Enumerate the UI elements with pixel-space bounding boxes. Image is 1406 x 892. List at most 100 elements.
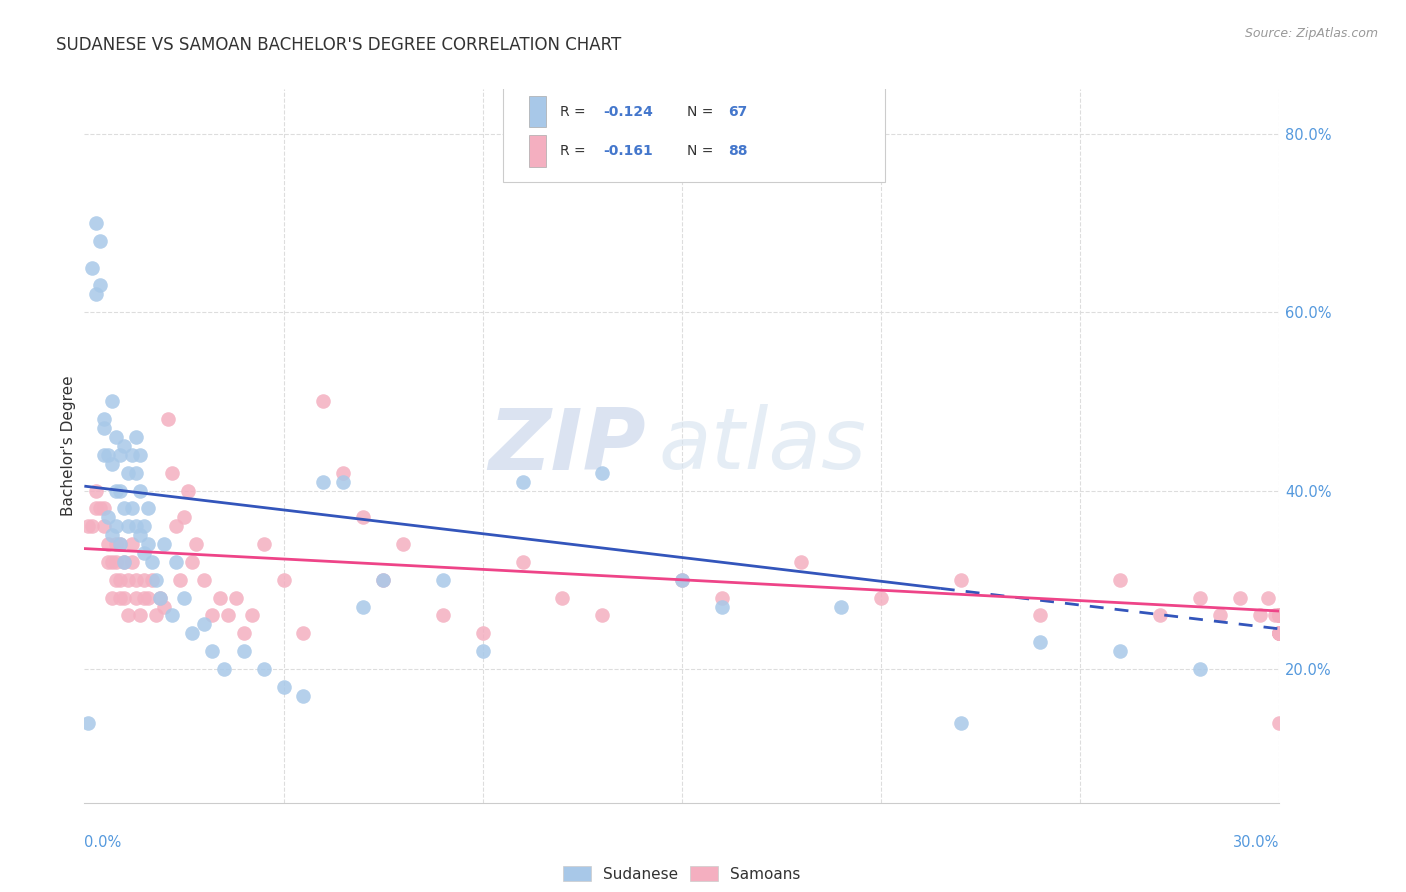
Point — [790, 555, 813, 569]
Point — [101, 394, 124, 409]
Point — [125, 591, 148, 605]
Point — [1268, 715, 1291, 730]
Point — [292, 626, 315, 640]
Point — [149, 591, 172, 605]
Point — [273, 680, 295, 694]
Point — [141, 555, 163, 569]
Point — [591, 608, 613, 623]
Point — [312, 394, 335, 409]
Point — [110, 573, 132, 587]
Point — [512, 555, 534, 569]
Point — [332, 466, 354, 480]
Point — [112, 555, 135, 569]
Point — [110, 537, 132, 551]
Point — [101, 528, 124, 542]
Point — [184, 537, 207, 551]
Point — [1268, 608, 1291, 623]
Point — [392, 537, 415, 551]
Point — [1188, 662, 1211, 676]
Point — [97, 537, 120, 551]
Point — [273, 573, 295, 587]
Point — [125, 430, 148, 444]
Point — [471, 644, 494, 658]
Point — [110, 591, 132, 605]
Text: atlas: atlas — [658, 404, 866, 488]
Point — [1268, 626, 1291, 640]
Point — [1257, 591, 1279, 605]
Point — [77, 519, 100, 533]
Point — [105, 573, 128, 587]
Point — [136, 591, 159, 605]
Point — [1268, 626, 1291, 640]
Point — [1268, 626, 1291, 640]
Point — [1109, 644, 1132, 658]
Point — [352, 510, 374, 524]
Point — [112, 501, 135, 516]
Point — [165, 519, 187, 533]
Point — [169, 573, 191, 587]
Point — [1264, 608, 1286, 623]
Point — [121, 537, 143, 551]
Point — [1109, 573, 1132, 587]
Point — [180, 626, 204, 640]
Text: ZIP: ZIP — [488, 404, 645, 488]
Text: 88: 88 — [728, 144, 748, 158]
Point — [1029, 635, 1052, 649]
Text: -0.161: -0.161 — [603, 144, 652, 158]
Point — [153, 537, 176, 551]
Point — [180, 555, 204, 569]
Point — [117, 466, 139, 480]
Point — [110, 483, 132, 498]
Point — [112, 439, 135, 453]
Point — [125, 519, 148, 533]
Point — [193, 617, 215, 632]
Point — [129, 608, 152, 623]
Text: R =: R = — [560, 104, 591, 119]
Point — [97, 448, 120, 462]
Point — [117, 608, 139, 623]
Point — [82, 519, 104, 533]
Point — [136, 537, 159, 551]
Point — [193, 573, 215, 587]
Point — [1268, 608, 1291, 623]
Point — [208, 591, 231, 605]
Point — [89, 278, 111, 293]
Point — [1268, 608, 1291, 623]
Point — [145, 608, 167, 623]
Point — [225, 591, 247, 605]
FancyBboxPatch shape — [529, 95, 546, 128]
Point — [173, 510, 195, 524]
Point — [121, 501, 143, 516]
Point — [292, 689, 315, 703]
Point — [86, 216, 108, 230]
Point — [949, 715, 972, 730]
Point — [97, 510, 120, 524]
Point — [112, 555, 135, 569]
Point — [1268, 608, 1291, 623]
Point — [671, 573, 693, 587]
Point — [201, 608, 224, 623]
Point — [710, 599, 733, 614]
Text: N =: N = — [686, 144, 717, 158]
Point — [1149, 608, 1171, 623]
Point — [212, 662, 235, 676]
Point — [471, 626, 494, 640]
Point — [121, 448, 143, 462]
Point — [332, 475, 354, 489]
Point — [125, 466, 148, 480]
Point — [173, 591, 195, 605]
Point — [129, 483, 152, 498]
Text: Source: ZipAtlas.com: Source: ZipAtlas.com — [1244, 27, 1378, 40]
Point — [671, 573, 693, 587]
Point — [232, 644, 254, 658]
Point — [149, 591, 172, 605]
Point — [141, 573, 163, 587]
Point — [312, 475, 335, 489]
Point — [112, 591, 135, 605]
FancyBboxPatch shape — [529, 136, 546, 167]
Point — [1208, 608, 1232, 623]
Text: -0.124: -0.124 — [603, 104, 652, 119]
Point — [117, 519, 139, 533]
Point — [77, 715, 100, 730]
Point — [101, 591, 124, 605]
